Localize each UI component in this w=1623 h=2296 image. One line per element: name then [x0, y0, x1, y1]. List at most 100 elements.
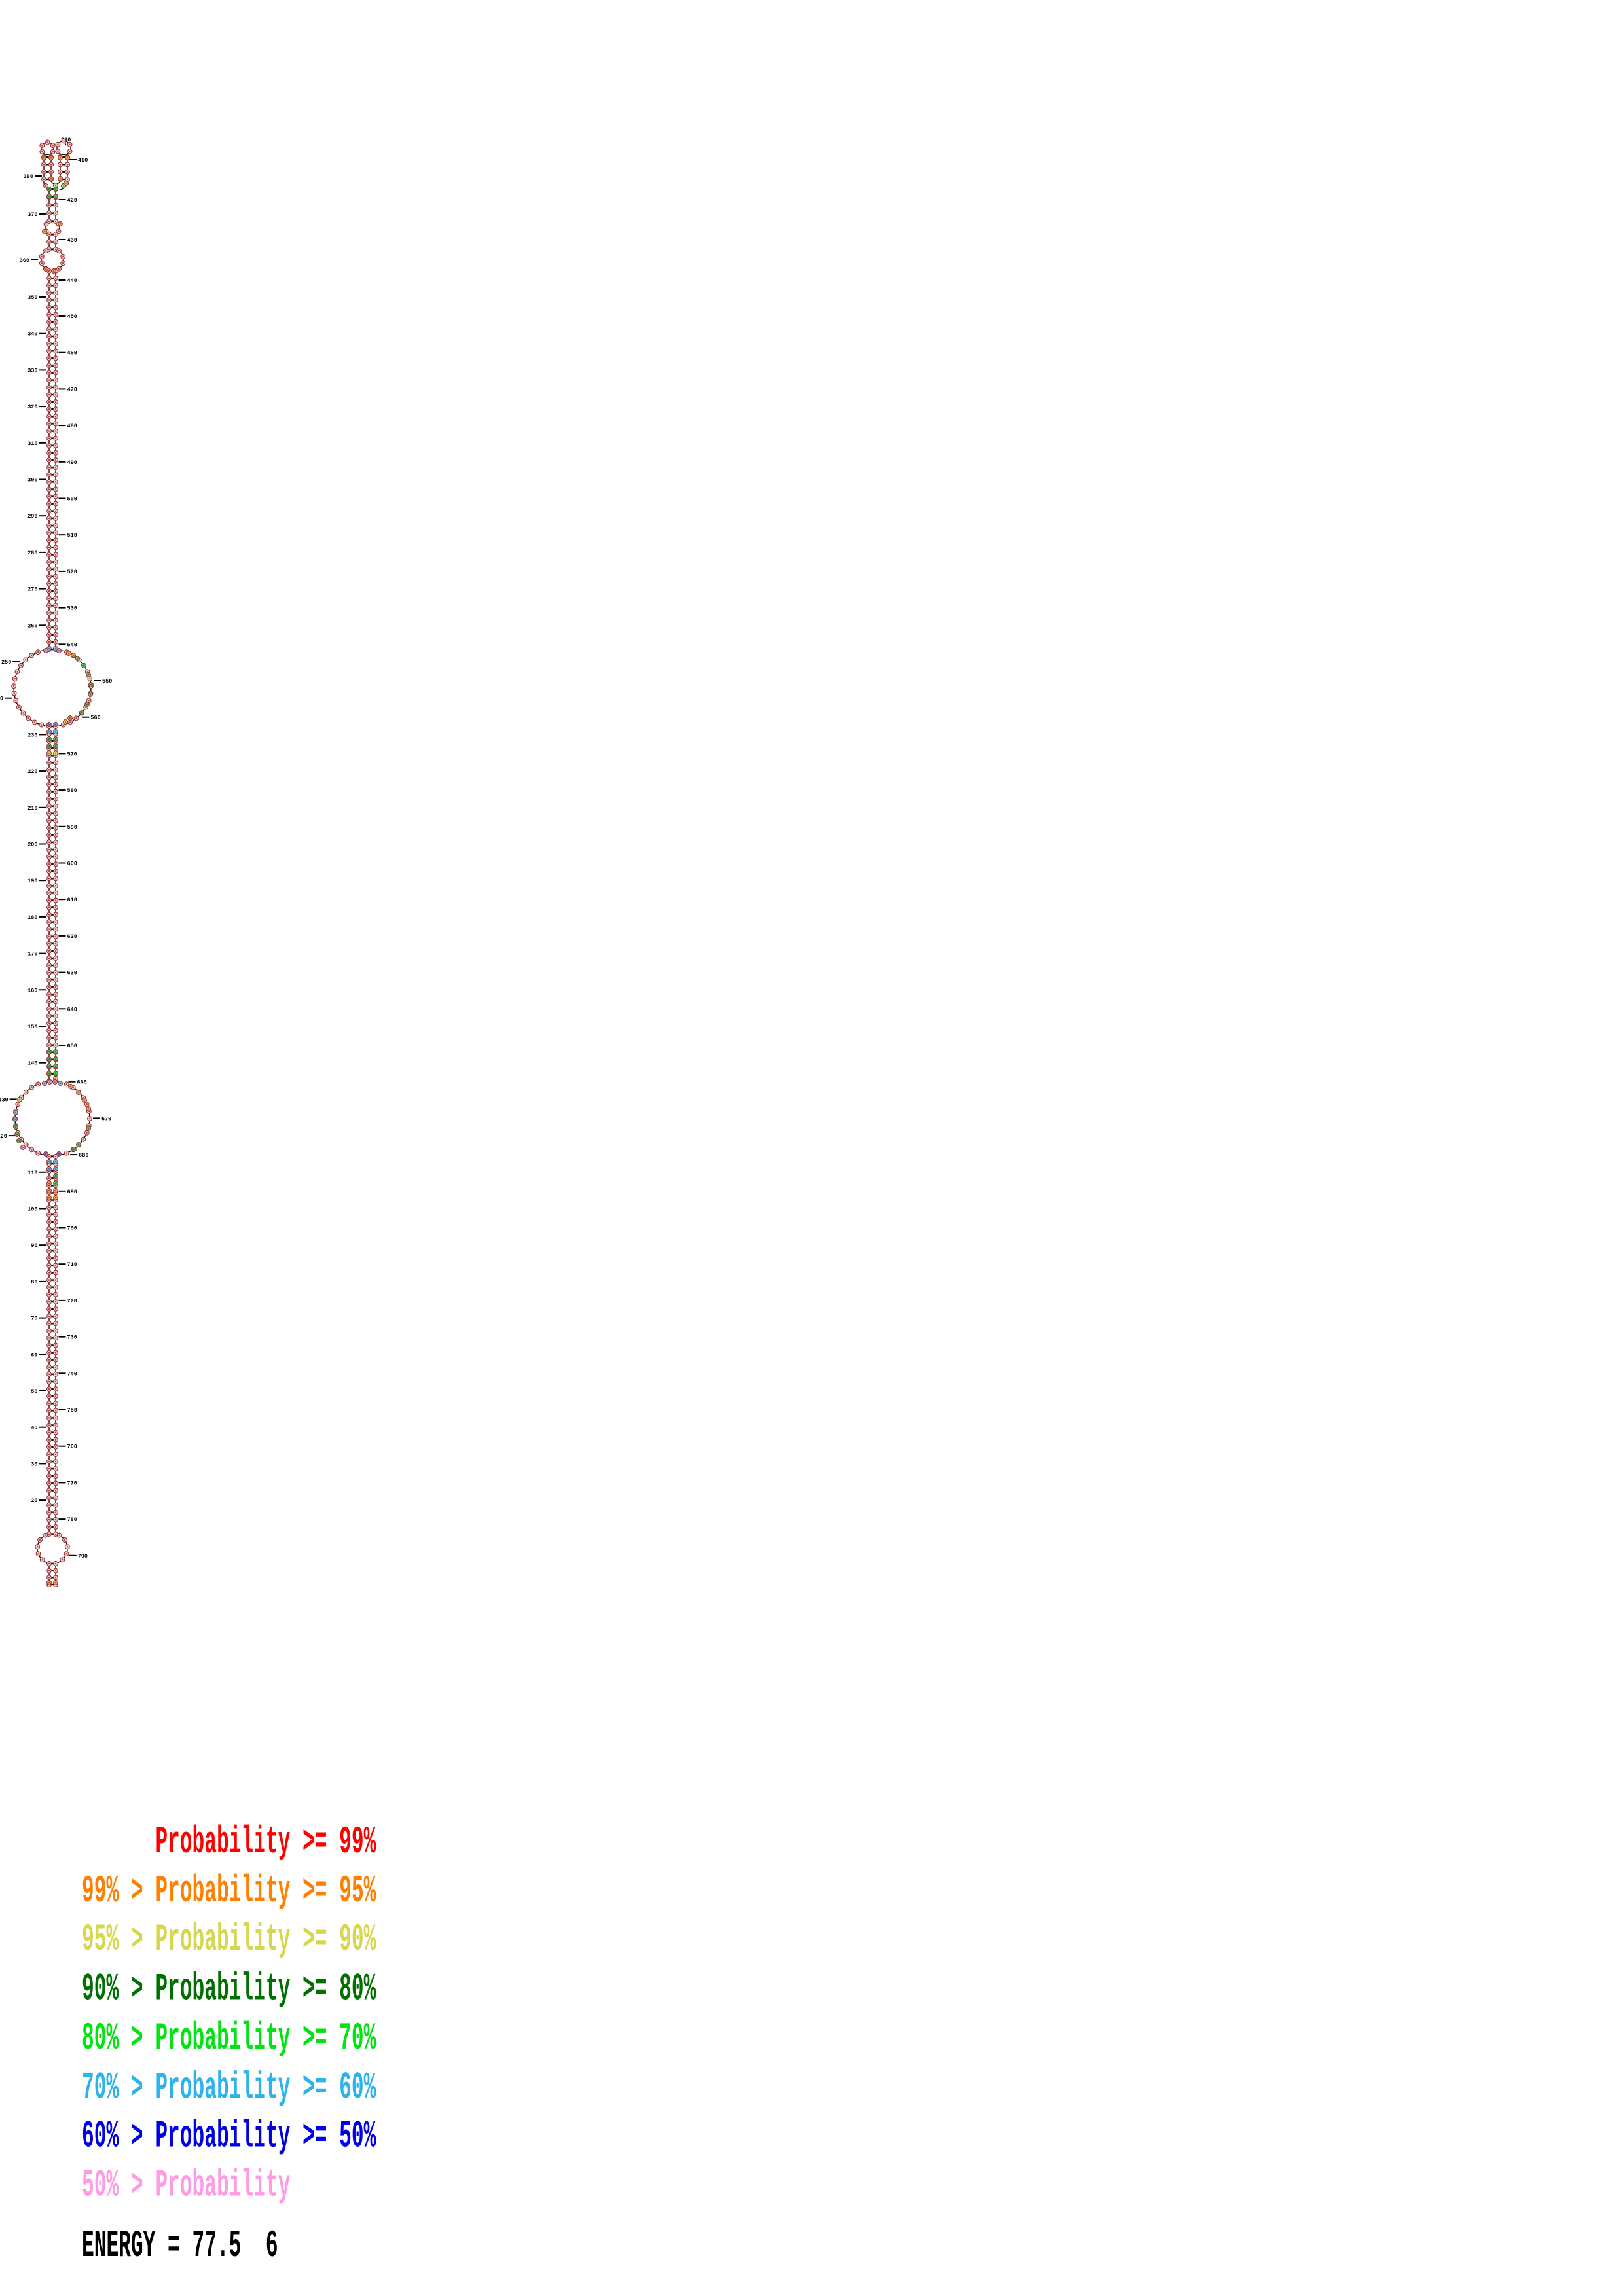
nucleotide-dot — [43, 164, 45, 166]
nucleotide-dot — [48, 1562, 50, 1565]
sequence-position-label: 90 — [31, 1242, 37, 1249]
nucleotide-dot — [48, 1359, 50, 1361]
nucleotide-dot — [54, 971, 57, 974]
nucleotide-dot — [46, 141, 48, 143]
nucleotide-dot — [54, 1323, 57, 1325]
nucleotide-dot — [48, 1467, 50, 1470]
legend-row: 50% > Probability — [82, 2165, 291, 2208]
nucleotide-dot — [50, 171, 52, 173]
nucleotide-dot — [54, 914, 57, 916]
nucleotide-dot — [59, 164, 62, 166]
nucleotide-dot — [54, 899, 57, 901]
nucleotide-dot — [48, 1213, 50, 1215]
nucleotide-dot — [48, 292, 50, 294]
nucleotide-dot — [48, 1155, 50, 1158]
nucleotide-dot — [48, 647, 50, 650]
sequence-position-label: 760 — [67, 1444, 77, 1450]
nucleotide — [46, 1188, 52, 1193]
nucleotide-dot — [50, 156, 52, 159]
nucleotide-dot — [54, 783, 57, 785]
nucleotide-dot — [48, 270, 50, 272]
loop-rings — [13, 140, 92, 1564]
nucleotide-dot — [54, 892, 57, 894]
nucleotide-dot — [48, 1030, 50, 1031]
legend-row: Probability >= 99% — [82, 1821, 376, 1865]
nucleotide-dot — [37, 1552, 39, 1555]
nucleotide-dot — [48, 401, 50, 403]
nucleotide-dot — [48, 906, 50, 908]
nucleotide-dot — [48, 1058, 50, 1060]
nucleotide — [58, 155, 63, 160]
nucleotide-dot — [18, 706, 20, 708]
nucleotide-dot — [48, 195, 50, 198]
sequence-position-label: 130 — [0, 1096, 9, 1103]
nucleotide — [53, 1181, 58, 1186]
nucleotide-dot — [48, 212, 50, 214]
nucleotide-dot — [48, 1037, 50, 1039]
nucleotide — [46, 187, 52, 192]
nucleotide — [46, 1064, 52, 1069]
nucleotide-dot — [48, 437, 50, 439]
nucleotide-dot — [48, 723, 50, 726]
sequence-position-label: 300 — [27, 477, 37, 484]
nucleotide-dot — [54, 641, 57, 643]
nucleotide-dot — [54, 452, 57, 454]
nucleotide-dot — [48, 459, 50, 461]
sequence-position-label: 190 — [27, 878, 37, 884]
nucleotide-dot — [43, 171, 45, 173]
nucleotide-dot — [54, 335, 57, 338]
nucleotide-dot — [54, 752, 57, 755]
nucleotide-dot — [69, 721, 71, 723]
sequence-position-label: 630 — [67, 970, 77, 977]
nucleotide-dot — [48, 1272, 50, 1274]
nucleotide-dot — [62, 255, 64, 257]
nucleotide-dot — [52, 270, 55, 272]
nucleotide-dot — [48, 1337, 50, 1339]
nucleotide-dot — [48, 372, 50, 374]
nucleotide-dot — [54, 1315, 57, 1318]
nucleotide-dot — [48, 357, 50, 359]
nucleotide-dot — [48, 590, 50, 592]
nucleotide-dot — [48, 597, 50, 600]
nucleotide-dot — [48, 863, 50, 865]
nucleotide-dot — [54, 1235, 57, 1238]
nucleotide — [43, 648, 48, 653]
nucleotide-dot — [54, 805, 57, 807]
nucleotide-dot — [69, 151, 71, 152]
nucleotide-dot — [48, 495, 50, 497]
nucleotide-dot — [58, 649, 60, 652]
nucleotide-dot — [54, 1213, 57, 1215]
sequence-position-label: 580 — [67, 787, 77, 794]
nucleotide-dot — [48, 350, 50, 352]
nucleotide-dot — [48, 379, 50, 381]
nucleotide-dot — [58, 268, 60, 270]
nucleotide — [71, 1147, 77, 1152]
nucleotide-dot — [67, 652, 70, 655]
sequence-position-label: 440 — [67, 278, 77, 284]
nucleotide-dot — [54, 1242, 57, 1245]
nucleotide-dot — [72, 654, 75, 656]
nucleotide-dot — [48, 314, 50, 315]
nucleotide-dot — [54, 1373, 57, 1376]
nucleotide-dot — [54, 386, 57, 389]
nucleotide-dot — [45, 223, 47, 225]
nucleotide-dot — [54, 1344, 57, 1346]
nucleotide-dot — [59, 177, 62, 180]
nucleotide-dot — [48, 1403, 50, 1405]
nucleotide — [17, 1097, 22, 1102]
nucleotide-dot — [54, 539, 57, 541]
nucleotide-dot — [86, 1103, 88, 1105]
sequence-position-label: 310 — [27, 440, 37, 447]
nucleotide-dot — [82, 1138, 84, 1140]
nucleotide-dot — [37, 1083, 39, 1085]
nucleotide — [58, 1081, 63, 1086]
nucleotide-dot — [54, 1160, 57, 1163]
nucleotide — [63, 719, 68, 725]
nucleotide — [53, 1159, 58, 1164]
sequence-position-label: 480 — [67, 423, 77, 429]
nucleotide — [86, 672, 91, 677]
sequence-position-label: 660 — [77, 1079, 86, 1086]
nucleotide-dot — [48, 1410, 50, 1412]
nucleotide-dot — [54, 762, 57, 764]
nucleotide-dot — [54, 848, 57, 851]
